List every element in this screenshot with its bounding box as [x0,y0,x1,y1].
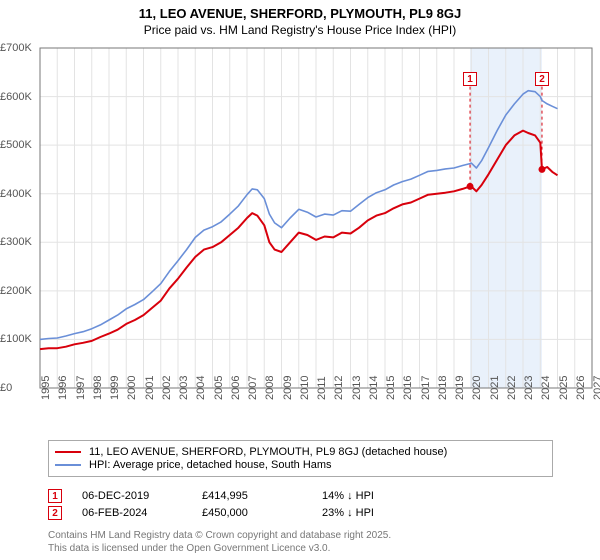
y-axis-label: £300K [0,236,40,248]
title-subtitle: Price paid vs. HM Land Registry's House … [0,23,600,37]
sale-price: £450,000 [202,507,322,519]
sale-date: 06-DEC-2019 [82,490,202,502]
y-axis-label: £600K [0,91,40,103]
sale-date: 06-FEB-2024 [82,507,202,519]
legend-swatch [55,464,81,467]
chart-svg [0,40,600,420]
chart-marker: 2 [535,72,549,86]
legend-label: 11, LEO AVENUE, SHERFORD, PLYMOUTH, PL9 … [89,446,447,458]
sale-row: 2 06-FEB-2024 £450,000 23% ↓ HPI [48,506,553,520]
footer-line: Contains HM Land Registry data © Crown c… [48,530,391,543]
title-block: 11, LEO AVENUE, SHERFORD, PLYMOUTH, PL9 … [0,0,600,39]
chart-marker: 1 [463,72,477,86]
sale-row: 1 06-DEC-2019 £414,995 14% ↓ HPI [48,489,553,503]
legend-item: HPI: Average price, detached house, Sout… [55,459,546,471]
sale-marker: 2 [48,506,62,520]
y-axis-label: £400K [0,188,40,200]
y-axis-label: £700K [0,42,40,54]
chart-area: £0£100K£200K£300K£400K£500K£600K£700K 19… [0,40,600,420]
legend-label: HPI: Average price, detached house, Sout… [89,459,332,471]
title-address: 11, LEO AVENUE, SHERFORD, PLYMOUTH, PL9 … [0,6,600,21]
sale-price: £414,995 [202,490,322,502]
y-axis-label: £200K [0,285,40,297]
y-axis-label: £500K [0,139,40,151]
sales-table: 1 06-DEC-2019 £414,995 14% ↓ HPI 2 06-FE… [48,486,553,523]
y-axis-label: £0 [0,382,40,394]
sale-marker: 1 [48,489,62,503]
sale-delta: 23% ↓ HPI [322,507,442,519]
footer-attribution: Contains HM Land Registry data © Crown c… [48,530,391,555]
x-axis-label: 2027 [592,376,600,400]
y-axis-label: £100K [0,333,40,345]
footer-line: This data is licensed under the Open Gov… [48,543,391,556]
sale-delta: 14% ↓ HPI [322,490,442,502]
legend: 11, LEO AVENUE, SHERFORD, PLYMOUTH, PL9 … [48,440,553,477]
legend-swatch [55,451,81,454]
legend-item: 11, LEO AVENUE, SHERFORD, PLYMOUTH, PL9 … [55,446,546,458]
